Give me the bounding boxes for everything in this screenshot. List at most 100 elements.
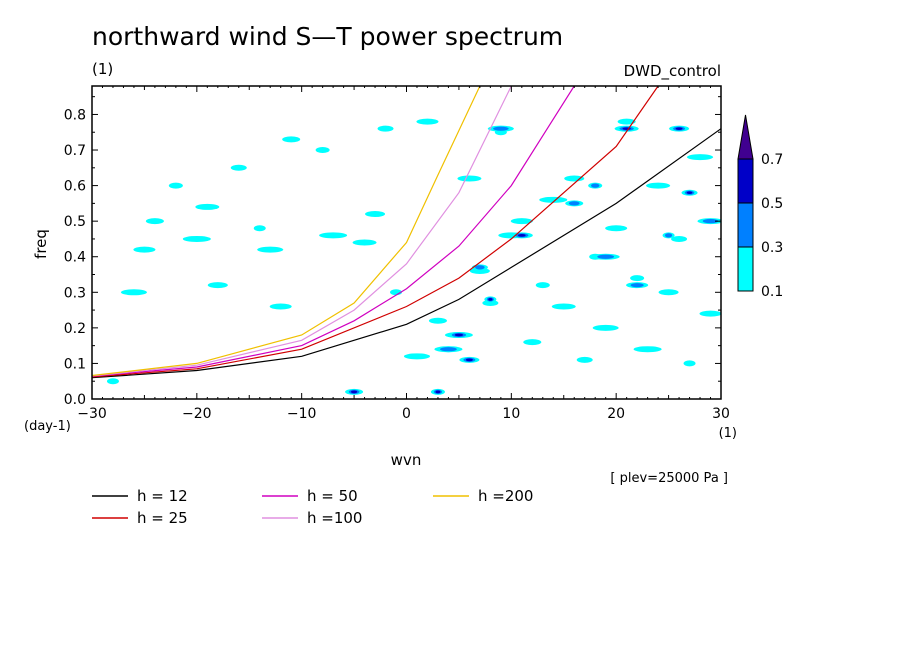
contour-patches [106,118,721,395]
y-tick-label: 0.0 [64,392,86,408]
contour-patch [282,136,301,143]
run-label: DWD_control [624,62,721,81]
contour-patch [269,303,292,310]
colorbar-label: 0.7 [761,152,783,168]
legend-label: h =100 [307,509,362,527]
contour-patch [646,182,671,189]
x-axis-label: wvn [391,451,422,469]
x-tick-label: 20 [607,406,625,422]
contour-patch-peak [686,191,693,195]
contour-patch [365,211,386,218]
colorbar-segment [737,158,754,204]
contour-patch [253,225,266,232]
y-tick-label: 0.8 [64,107,86,123]
colorbar-arrow [737,114,754,160]
dispersion-curves [92,86,721,379]
contour-patch [535,282,550,289]
y-unit-label: (day-1) [24,419,71,434]
dispersion-curve [92,86,481,377]
contour-patch-peak [465,358,473,362]
contour-patch [315,147,330,154]
legend: h = 12 h = 25 h = 50 h =100 h =200 [92,487,533,527]
contour-patch [145,218,164,225]
x-tick-label: 0 [402,406,411,422]
contour-patch [416,118,439,125]
dispersion-curve [92,128,721,379]
y-tick-label: 0.2 [64,321,86,337]
contour-patch [457,175,482,182]
colorbar-label: 0.3 [761,240,783,256]
contour-patch [182,235,211,242]
contour-patch-peak [435,390,441,394]
contour-patch [120,289,147,296]
contour-patch-peak [454,333,464,337]
contour-patch [539,196,568,203]
contour-patch [699,310,721,317]
contour-patch [207,282,228,289]
contour-patch [687,154,714,161]
legend-label: h =200 [478,487,533,505]
x-tick-label: −30 [77,406,107,422]
dispersion-curve [92,86,512,377]
contour-patch [168,182,183,189]
contour-patch [106,378,119,385]
contour-patch-core [630,283,644,288]
contour-patch [428,317,447,324]
dispersion-curve [92,86,659,378]
contour-patch [630,275,645,282]
y-axis-label: freq [32,229,50,259]
contour-patch-core [597,254,615,259]
contour-patch-peak [675,127,683,131]
legend-label: h = 25 [137,509,188,527]
contour-patch [230,164,247,171]
y-tick-label: 0.1 [64,356,86,372]
contour-patch [617,118,636,125]
contour-patch [403,353,430,360]
contour-patch [133,246,156,253]
contour-patch [671,235,688,242]
contour-patch-peak [517,234,526,237]
y-tick-label: 0.3 [64,285,86,301]
contour-patch [523,339,542,346]
x-tick-label: −10 [287,406,317,422]
level-note: [ plev=25000 Pa ] [610,471,728,486]
contour-patch [605,225,628,232]
contour-patch-core [440,347,457,352]
contour-patch [683,360,696,367]
contour-patch [195,203,220,210]
colorbar: 0.1 0.3 0.5 0.7 [737,114,783,300]
contour-patch-core [493,126,509,131]
legend-label: h = 50 [307,487,358,505]
contour-patch [633,346,662,353]
x-unit-label: (1) [719,426,737,441]
colorbar-segment [737,246,754,292]
legend-label: h = 12 [137,487,188,505]
y-tick-label: 0.5 [64,214,86,230]
contour-patch [257,246,284,253]
x-axis: −30 −20 −10 0 10 20 30 [77,86,730,422]
contour-patch [564,175,585,182]
units-label: (1) [92,60,113,78]
colorbar-label: 0.5 [761,196,783,212]
contour-patch [551,303,576,310]
contour-patch-core [702,219,719,224]
contour-patch [592,324,619,331]
dispersion-curve [92,86,575,377]
contour-patch-core [568,201,580,206]
contour-patch-core [475,265,485,270]
contour-patch-core [591,183,600,188]
contour-patch-peak [488,298,493,301]
contour-patch [658,289,679,296]
contour-patch-core [664,233,673,238]
x-tick-label: 30 [712,406,730,422]
contour-patch [576,356,593,363]
contour-patch [510,218,533,225]
colorbar-segment [737,202,754,248]
colorbar-label: 0.1 [761,284,783,300]
contour-patch [319,232,348,239]
contour-patch [352,239,377,246]
y-tick-label: 0.7 [64,143,86,159]
y-tick-label: 0.6 [64,179,86,195]
contour-patch [377,125,394,132]
